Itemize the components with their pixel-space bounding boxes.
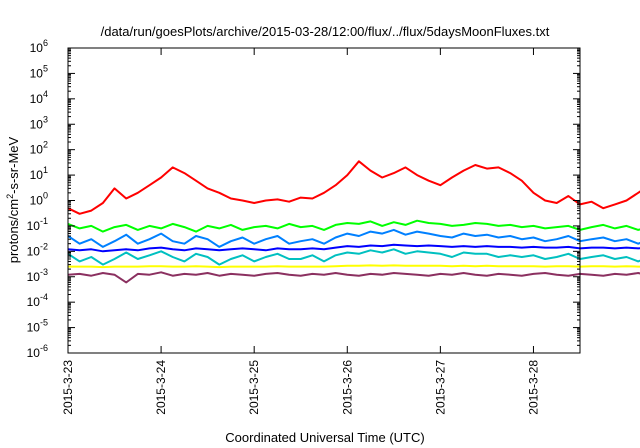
y-axis-label-base: protons/cm [6,199,21,263]
y-tick-exponent: 3 [43,114,48,124]
y-tick-label: 101 [30,165,48,182]
y-tick-label: 10-1 [27,216,48,233]
series-line [67,219,640,233]
y-tick-label: 100 [30,191,48,208]
y-tick-exponent: -1 [40,216,48,226]
y-tick-base: 10 [30,41,44,55]
x-tick-label: 2015-3-27 [433,360,447,415]
y-axis-label: protons/cm2-s-sr-MeV [5,136,21,263]
y-tick-base: 10 [27,244,41,258]
axis-layer: 10-610-510-410-310-210-11001011021031041… [27,38,580,415]
plot-frame [67,47,581,354]
y-tick-base: 10 [27,270,41,284]
x-tick-label: 2015-3-24 [154,360,168,415]
y-tick-label: 106 [30,38,48,55]
y-tick-exponent: 5 [43,63,48,73]
y-tick-label: 105 [30,63,48,80]
y-tick-exponent: 6 [43,38,48,48]
y-tick-exponent: 1 [43,165,48,175]
y-tick-base: 10 [30,168,44,182]
y-tick-label: 103 [30,114,48,131]
y-tick-base: 10 [30,194,44,208]
x-tick-label: 2015-3-23 [61,360,75,415]
x-tick-label: 2015-3-26 [340,360,354,415]
series-line [67,248,640,266]
y-tick-base: 10 [27,346,41,360]
y-tick-base: 10 [30,143,44,157]
series-line [67,228,640,248]
y-axis-label-sup: 2 [5,194,15,199]
y-tick-exponent: 4 [43,89,48,99]
y-axis-label-rest: -s-sr-MeV [6,136,21,193]
chart-title: /data/run/goesPlots/archive/2015-03-28/1… [101,24,550,39]
y-tick-exponent: -5 [40,318,48,328]
series-layer [67,160,640,284]
series-line [67,160,640,215]
y-tick-label: 104 [30,89,48,106]
y-tick-exponent: 2 [43,140,48,150]
y-tick-label: 10-3 [27,267,48,284]
y-tick-exponent: 0 [43,191,48,201]
series-line [67,243,640,253]
y-tick-label: 10-6 [27,343,48,360]
y-tick-exponent: -2 [40,241,48,251]
y-tick-label: 10-4 [27,292,48,309]
series-line [67,271,640,284]
y-tick-label: 102 [30,140,48,157]
y-tick-base: 10 [27,219,41,233]
y-tick-exponent: -6 [40,343,48,353]
y-tick-label: 10-5 [27,318,48,335]
y-tick-exponent: -3 [40,267,48,277]
y-tick-base: 10 [27,321,41,335]
series-line [68,264,640,269]
y-tick-base: 10 [30,66,44,80]
y-tick-base: 10 [27,295,41,309]
y-tick-base: 10 [30,92,44,106]
x-axis-label: Coordinated Universal Time (UTC) [225,430,424,445]
x-tick-label: 2015-3-25 [247,360,261,415]
y-tick-exponent: -4 [40,292,48,302]
y-tick-label: 10-2 [27,241,48,258]
x-tick-label: 2015-3-28 [526,360,540,415]
y-tick-base: 10 [30,117,44,131]
